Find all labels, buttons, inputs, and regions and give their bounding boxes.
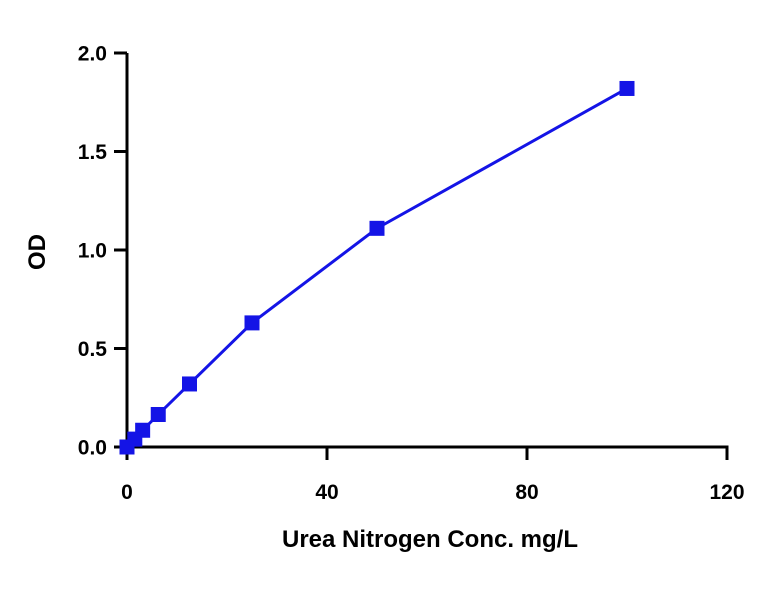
y-tick-label: 1.0 bbox=[78, 240, 107, 263]
data-point-marker bbox=[369, 220, 385, 236]
x-axis-title: Urea Nitrogen Conc. mg/L bbox=[282, 526, 578, 553]
y-axis: 0.0 0.5 1.0 1.5 2.0 bbox=[78, 43, 129, 460]
y-tick-label: 1.5 bbox=[78, 141, 108, 164]
data-point-marker bbox=[619, 80, 635, 96]
x-tick-label: 80 bbox=[515, 481, 538, 504]
plot-area bbox=[119, 80, 635, 455]
x-tick-label: 40 bbox=[315, 481, 338, 504]
x-axis: 0 40 80 120 bbox=[121, 445, 745, 504]
y-axis-title: OD bbox=[24, 234, 51, 270]
y-tick-label: 2.0 bbox=[78, 43, 107, 66]
series-line bbox=[125, 87, 628, 449]
y-tick-label: 0.0 bbox=[78, 437, 107, 460]
x-tick-label: 0 bbox=[121, 481, 133, 504]
data-point-marker bbox=[182, 376, 197, 392]
y-ticks: 0.0 0.5 1.0 1.5 2.0 bbox=[78, 43, 127, 460]
x-tick-label: 120 bbox=[709, 481, 744, 504]
y-tick-label: 0.5 bbox=[78, 338, 108, 361]
x-ticks: 0 40 80 120 bbox=[121, 447, 745, 504]
data-point-marker bbox=[244, 315, 260, 331]
data-point-marker bbox=[135, 422, 151, 438]
data-point-marker bbox=[150, 406, 166, 422]
